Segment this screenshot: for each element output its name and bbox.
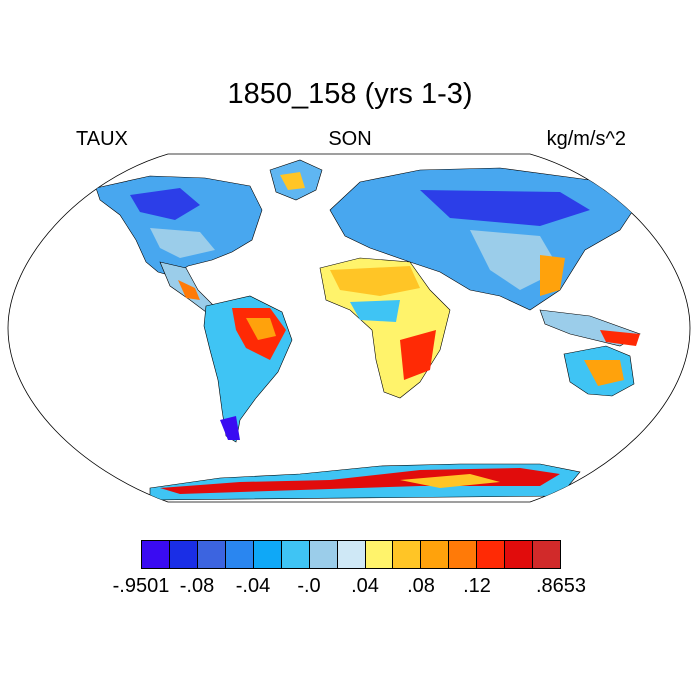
- colorbar-swatch: [505, 541, 534, 568]
- units-label: kg/m/s^2: [546, 128, 626, 150]
- colorbar-tick-label: -.04: [235, 575, 271, 597]
- colorbar-swatch: [197, 541, 226, 568]
- season-label: SON: [328, 128, 372, 150]
- colorbar-tick-label: -.0: [297, 575, 321, 597]
- colorbar-swatch: [533, 541, 561, 568]
- colorbar-swatch: [365, 541, 394, 568]
- colorbar-swatch: [477, 541, 506, 568]
- colorbar-swatch: [337, 541, 366, 568]
- colorbar-swatch: [253, 541, 282, 568]
- colorbar-tick-label: .04: [351, 575, 379, 597]
- colorbar-swatch: [142, 541, 170, 568]
- colorbar-swatch: [393, 541, 422, 568]
- colorbar-swatch: [449, 541, 478, 568]
- colorbar-tick-label: -.9501: [112, 575, 170, 597]
- colorbar-swatch: [225, 541, 254, 568]
- colorbar-swatch: [281, 541, 310, 568]
- colorbar-tick-label: -.08: [179, 575, 215, 597]
- colorbar-tick-label: .8653: [535, 575, 587, 597]
- colorbar: [141, 540, 561, 569]
- colorbar-swatch: [421, 541, 450, 568]
- plot-title: 1850_158 (yrs 1-3): [227, 78, 473, 110]
- variable-label: TAUX: [76, 128, 128, 150]
- colorbar-tick-label: .12: [463, 575, 491, 597]
- colorbar-swatch: [169, 541, 198, 568]
- colorbar-tick-label: .08: [407, 575, 435, 597]
- colorbar-swatch: [309, 541, 338, 568]
